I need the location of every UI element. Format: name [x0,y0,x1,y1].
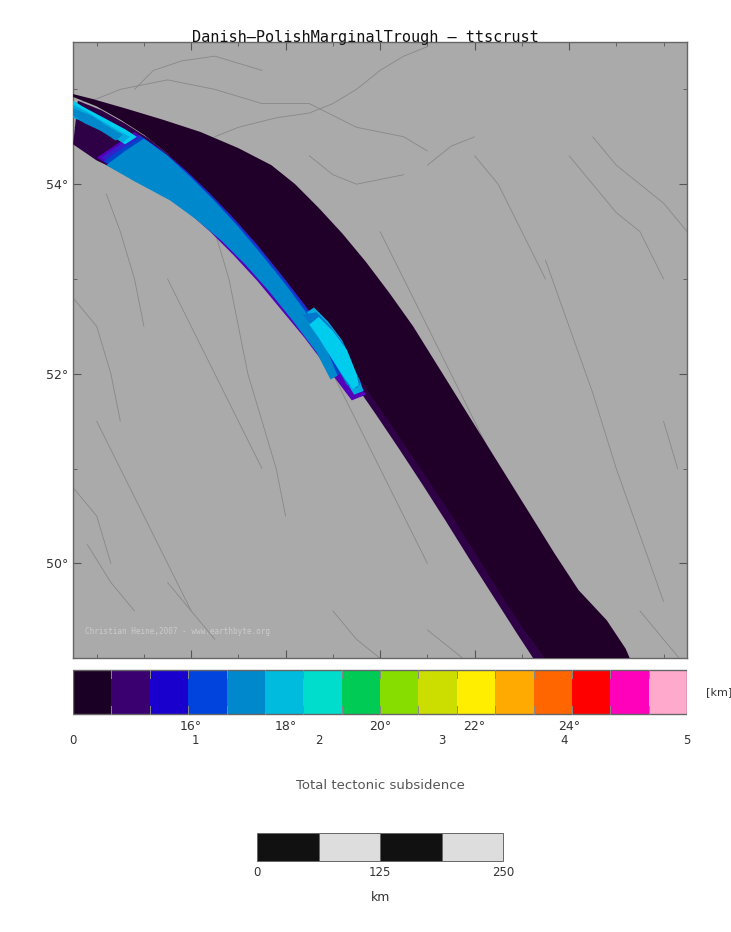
Text: 24°: 24° [558,720,580,733]
Text: Total tectonic subsidence: Total tectonic subsidence [295,779,465,792]
Polygon shape [73,101,137,144]
Polygon shape [73,104,130,143]
Text: km: km [371,891,390,904]
Bar [457,670,496,714]
Polygon shape [96,132,366,401]
Bar [442,833,503,861]
Bar [73,670,687,714]
Text: 0: 0 [254,867,261,880]
Polygon shape [73,108,123,141]
Bar [265,670,303,714]
Bar [150,670,189,714]
Text: 125: 125 [369,867,391,880]
Bar [496,670,534,714]
Bar [648,670,687,714]
Text: 22°: 22° [463,720,485,733]
Bar [534,670,572,714]
Bar [610,670,649,714]
Text: 16°: 16° [180,720,202,733]
Text: 3: 3 [438,734,445,747]
Polygon shape [73,94,640,723]
Text: 20°: 20° [369,720,391,733]
Polygon shape [302,312,361,388]
Text: 1: 1 [192,734,200,747]
Text: 0: 0 [69,734,77,747]
Text: 2: 2 [315,734,322,747]
Polygon shape [106,139,338,379]
Bar [73,670,111,714]
Polygon shape [307,308,363,394]
Text: 4: 4 [561,734,568,747]
Bar [418,670,457,714]
Text: Danish–PolishMarginalTrough – ttscrust: Danish–PolishMarginalTrough – ttscrust [192,30,539,45]
Text: 250: 250 [492,867,514,880]
Bar [303,670,342,714]
Bar [380,833,442,861]
Text: [km]: [km] [705,687,731,697]
Bar [380,670,418,714]
Bar [111,670,150,714]
Polygon shape [102,135,347,376]
Polygon shape [309,317,359,389]
Bar [319,833,380,861]
Bar [189,670,227,714]
Bar [342,670,380,714]
Polygon shape [73,101,574,700]
Bar [227,670,265,714]
Bar [257,833,319,861]
Text: 5: 5 [683,734,691,747]
Text: 18°: 18° [275,720,297,733]
Polygon shape [104,137,342,377]
Text: Christian Heine,2007 - www.earthbyte.org: Christian Heine,2007 - www.earthbyte.org [86,626,270,636]
Bar [572,670,610,714]
